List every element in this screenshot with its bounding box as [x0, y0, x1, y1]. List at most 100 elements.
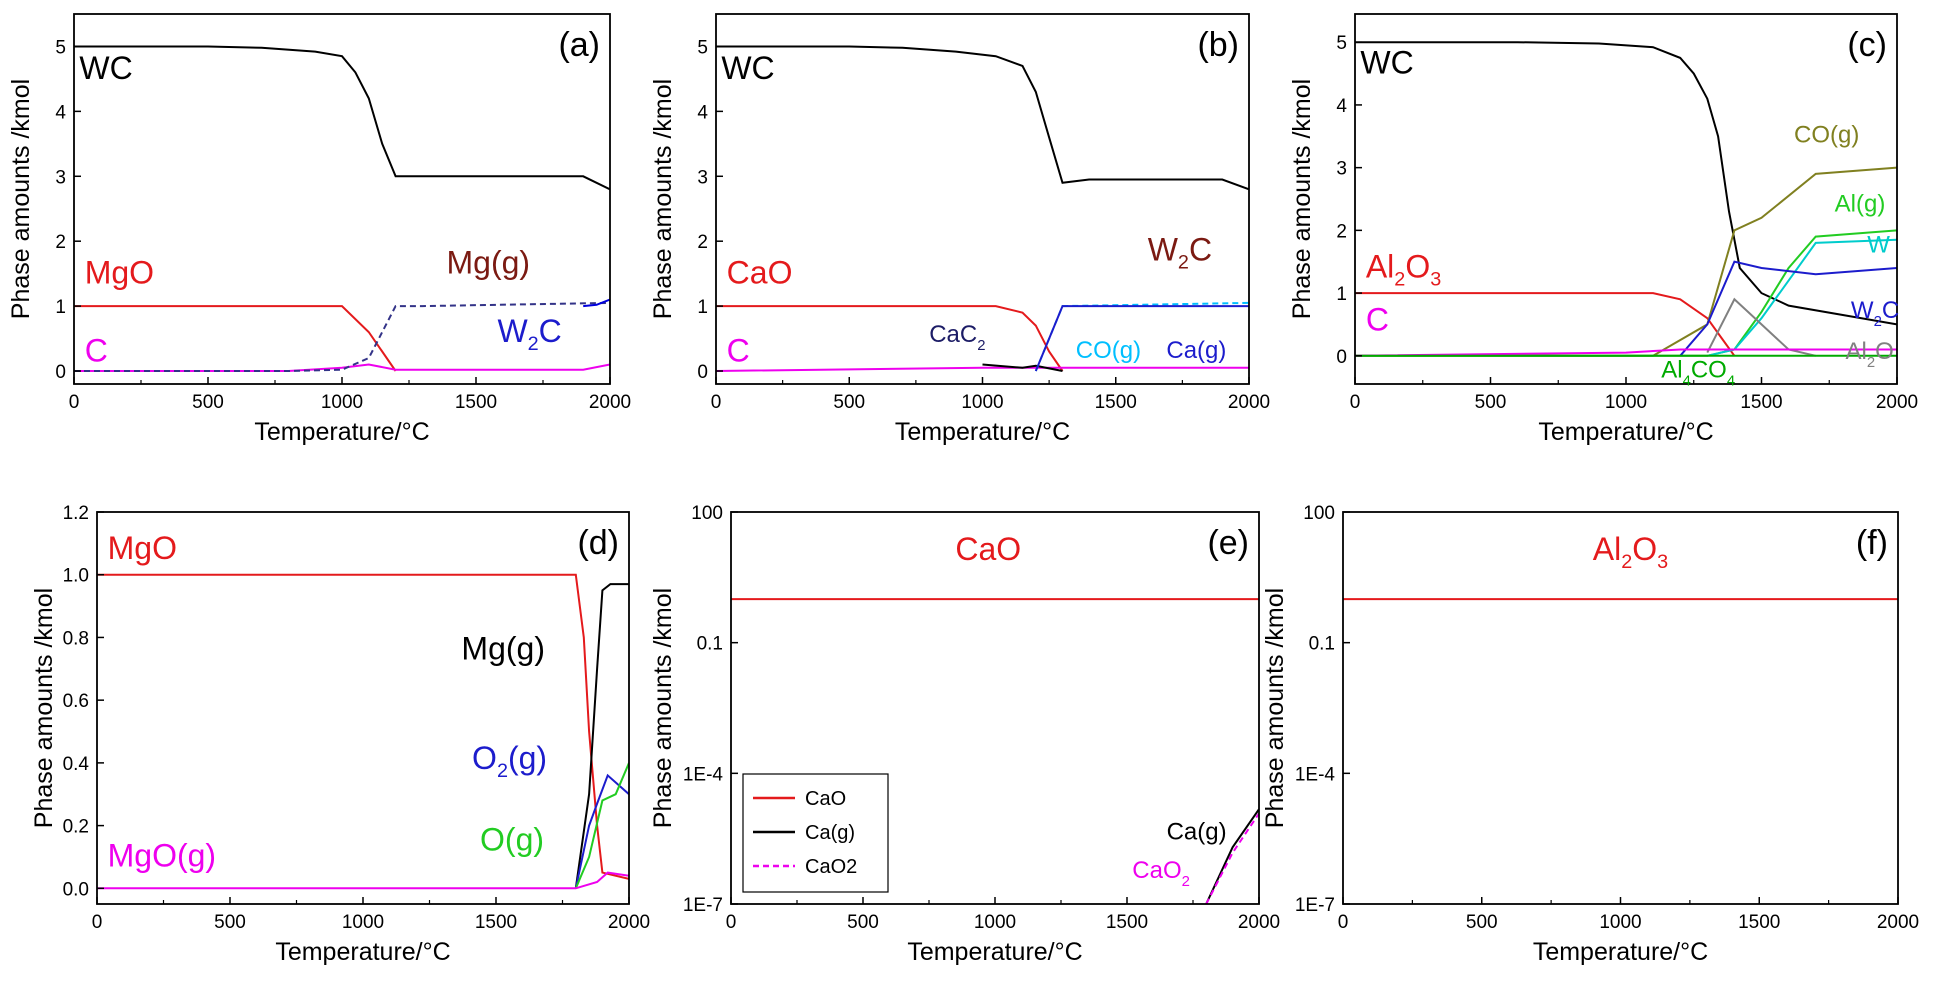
y-tick-label: 0.2: [63, 817, 89, 838]
y-tick-label: 100: [691, 503, 723, 524]
annotation-label: Al2O: [1846, 338, 1894, 371]
plot-frame: [73, 13, 611, 385]
y-tick-label: 1E-4: [683, 764, 724, 785]
y-tick-label: 5: [1336, 33, 1347, 54]
y-tick-label: 3: [1336, 159, 1347, 180]
x-tick-label: 2000: [589, 392, 631, 413]
series-line-a-1: [74, 305, 397, 372]
annotation-label: Al4CO4: [1661, 357, 1735, 390]
chart-panel-e: 0 500 1000 1500 2000 1E-7 1E-4 0.1 100 Temperatur…: [649, 503, 1280, 966]
series-line-c-4: [1707, 238, 1897, 357]
x-tick-label: 1500: [475, 912, 517, 933]
panel-label: (f): [1856, 524, 1888, 562]
y-tick-label: 2: [55, 232, 66, 253]
y-tick-label: 1: [1336, 284, 1347, 305]
series-line-c-0: [1355, 41, 1897, 326]
x-tick-label: 0: [92, 912, 103, 933]
y-tick-label: 3: [55, 167, 66, 188]
y-tick-label: 3: [697, 167, 708, 188]
x-tick-label: 1000: [961, 392, 1003, 413]
y-tick-label: 1: [55, 297, 66, 318]
annotation-label: O(g): [480, 822, 544, 858]
y-tick-label: 1E-7: [683, 895, 723, 916]
y-axis-label: Phase amounts /kmol: [7, 79, 35, 319]
annotation-label: Mg(g): [447, 245, 531, 281]
series-line-c-7: [1355, 348, 1897, 357]
annotation-label: Al(g): [1835, 191, 1886, 218]
y-tick-label: 1E-7: [1295, 895, 1335, 916]
x-tick-label: 0: [1338, 912, 1349, 933]
chart-panel-b: 0 500 1000 1500 2000 0 1 2 3 4 5 Temperature/°C Phas…: [649, 13, 1270, 446]
series-line-a-4: [583, 298, 610, 308]
y-tick-label: 0.8: [63, 628, 89, 649]
chart-panel-f: 0 500 1000 1500 2000 1E-7 1E-4 0.1 100 Temperatur…: [1261, 503, 1919, 966]
y-tick-label: 1.0: [63, 566, 89, 587]
series-line-b-0: [716, 45, 1249, 191]
series-line-d-1: [574, 583, 629, 889]
y-tick-label: 0: [55, 362, 66, 383]
y-tick-label: 2: [1336, 221, 1347, 242]
series-line-b-5: [1034, 305, 1249, 372]
panel-label: (e): [1207, 524, 1249, 562]
annotation-label: CO(g): [1076, 337, 1141, 364]
y-axis-label: Phase amounts /kmol: [649, 79, 677, 319]
y-tick-label: 0.0: [63, 879, 89, 900]
series-line-a-3: [74, 301, 610, 372]
plot-frame: [715, 13, 1250, 385]
x-tick-label: 0: [711, 392, 722, 413]
x-tick-label: 500: [833, 392, 865, 413]
annotation-label: CaO2: [1132, 857, 1190, 890]
annotation-label: C: [727, 332, 750, 368]
annotation-label: W: [1867, 231, 1890, 258]
y-tick-label: 2: [697, 232, 708, 253]
x-axis-label: Temperature/°C: [1533, 938, 1708, 966]
annotation-label: MgO: [85, 254, 154, 290]
y-axis-label: Phase amounts /kmol: [1288, 79, 1316, 319]
annotation-label: Al2O3: [1593, 531, 1668, 573]
x-tick-label: 2000: [1228, 392, 1270, 413]
series-line-d-2: [574, 773, 629, 889]
y-tick-label: 1.2: [63, 503, 89, 524]
x-tick-label: 1000: [321, 392, 363, 413]
y-tick-label: 0.4: [63, 754, 90, 775]
x-tick-label: 500: [214, 912, 246, 933]
legend-entry: CaO2: [805, 856, 857, 878]
y-axis-label: Phase amounts /kmol: [649, 588, 677, 828]
y-tick-label: 0.6: [63, 691, 89, 712]
annotation-label: WC: [1360, 45, 1413, 81]
legend: CaO Ca(g) CaO2: [742, 773, 889, 893]
annotation-label: MgO: [108, 530, 177, 566]
y-tick-label: 5: [55, 37, 66, 58]
annotation-label: CaO: [727, 254, 793, 290]
series-line-d-0: [97, 573, 629, 880]
x-tick-label: 1000: [1599, 912, 1641, 933]
annotation-label: Al2O3: [1366, 248, 1441, 290]
annotation-label: W2C: [497, 313, 561, 355]
panel-label: (b): [1197, 26, 1239, 64]
x-tick-label: 1000: [342, 912, 384, 933]
x-axis-label: Temperature/°C: [1538, 418, 1713, 446]
y-tick-label: 100: [1303, 503, 1335, 524]
x-tick-label: 1500: [1738, 912, 1780, 933]
chart-panel-d: 0 500 1000 1500 2000 0.0 0.2 0.4 0.6 0.8 1.0 1.2 Tem…: [30, 503, 650, 966]
y-tick-label: 4: [55, 102, 66, 123]
annotation-label: CaC2: [929, 321, 985, 354]
legend-entry: Ca(g): [805, 822, 855, 844]
annotation-label: CO(g): [1794, 122, 1859, 149]
x-tick-label: 0: [69, 392, 80, 413]
y-tick-label: 5: [697, 37, 708, 58]
annotation-label: CaO: [955, 531, 1021, 567]
x-tick-label: 1000: [1605, 392, 1647, 413]
y-tick-label: 0: [697, 362, 708, 383]
y-tick-label: 0.1: [697, 634, 723, 655]
x-tick-label: 1500: [1740, 392, 1782, 413]
y-tick-label: 1: [697, 297, 708, 318]
series-line-c-6: [1706, 297, 1816, 357]
x-axis-label: Temperature/°C: [895, 418, 1070, 446]
x-axis-label: Temperature/°C: [275, 938, 450, 966]
x-tick-label: 500: [847, 912, 879, 933]
annotation-label: Ca(g): [1166, 337, 1226, 364]
annotation-label: WC: [721, 50, 774, 86]
legend-entry: CaO: [805, 788, 846, 810]
x-tick-label: 500: [1466, 912, 1498, 933]
